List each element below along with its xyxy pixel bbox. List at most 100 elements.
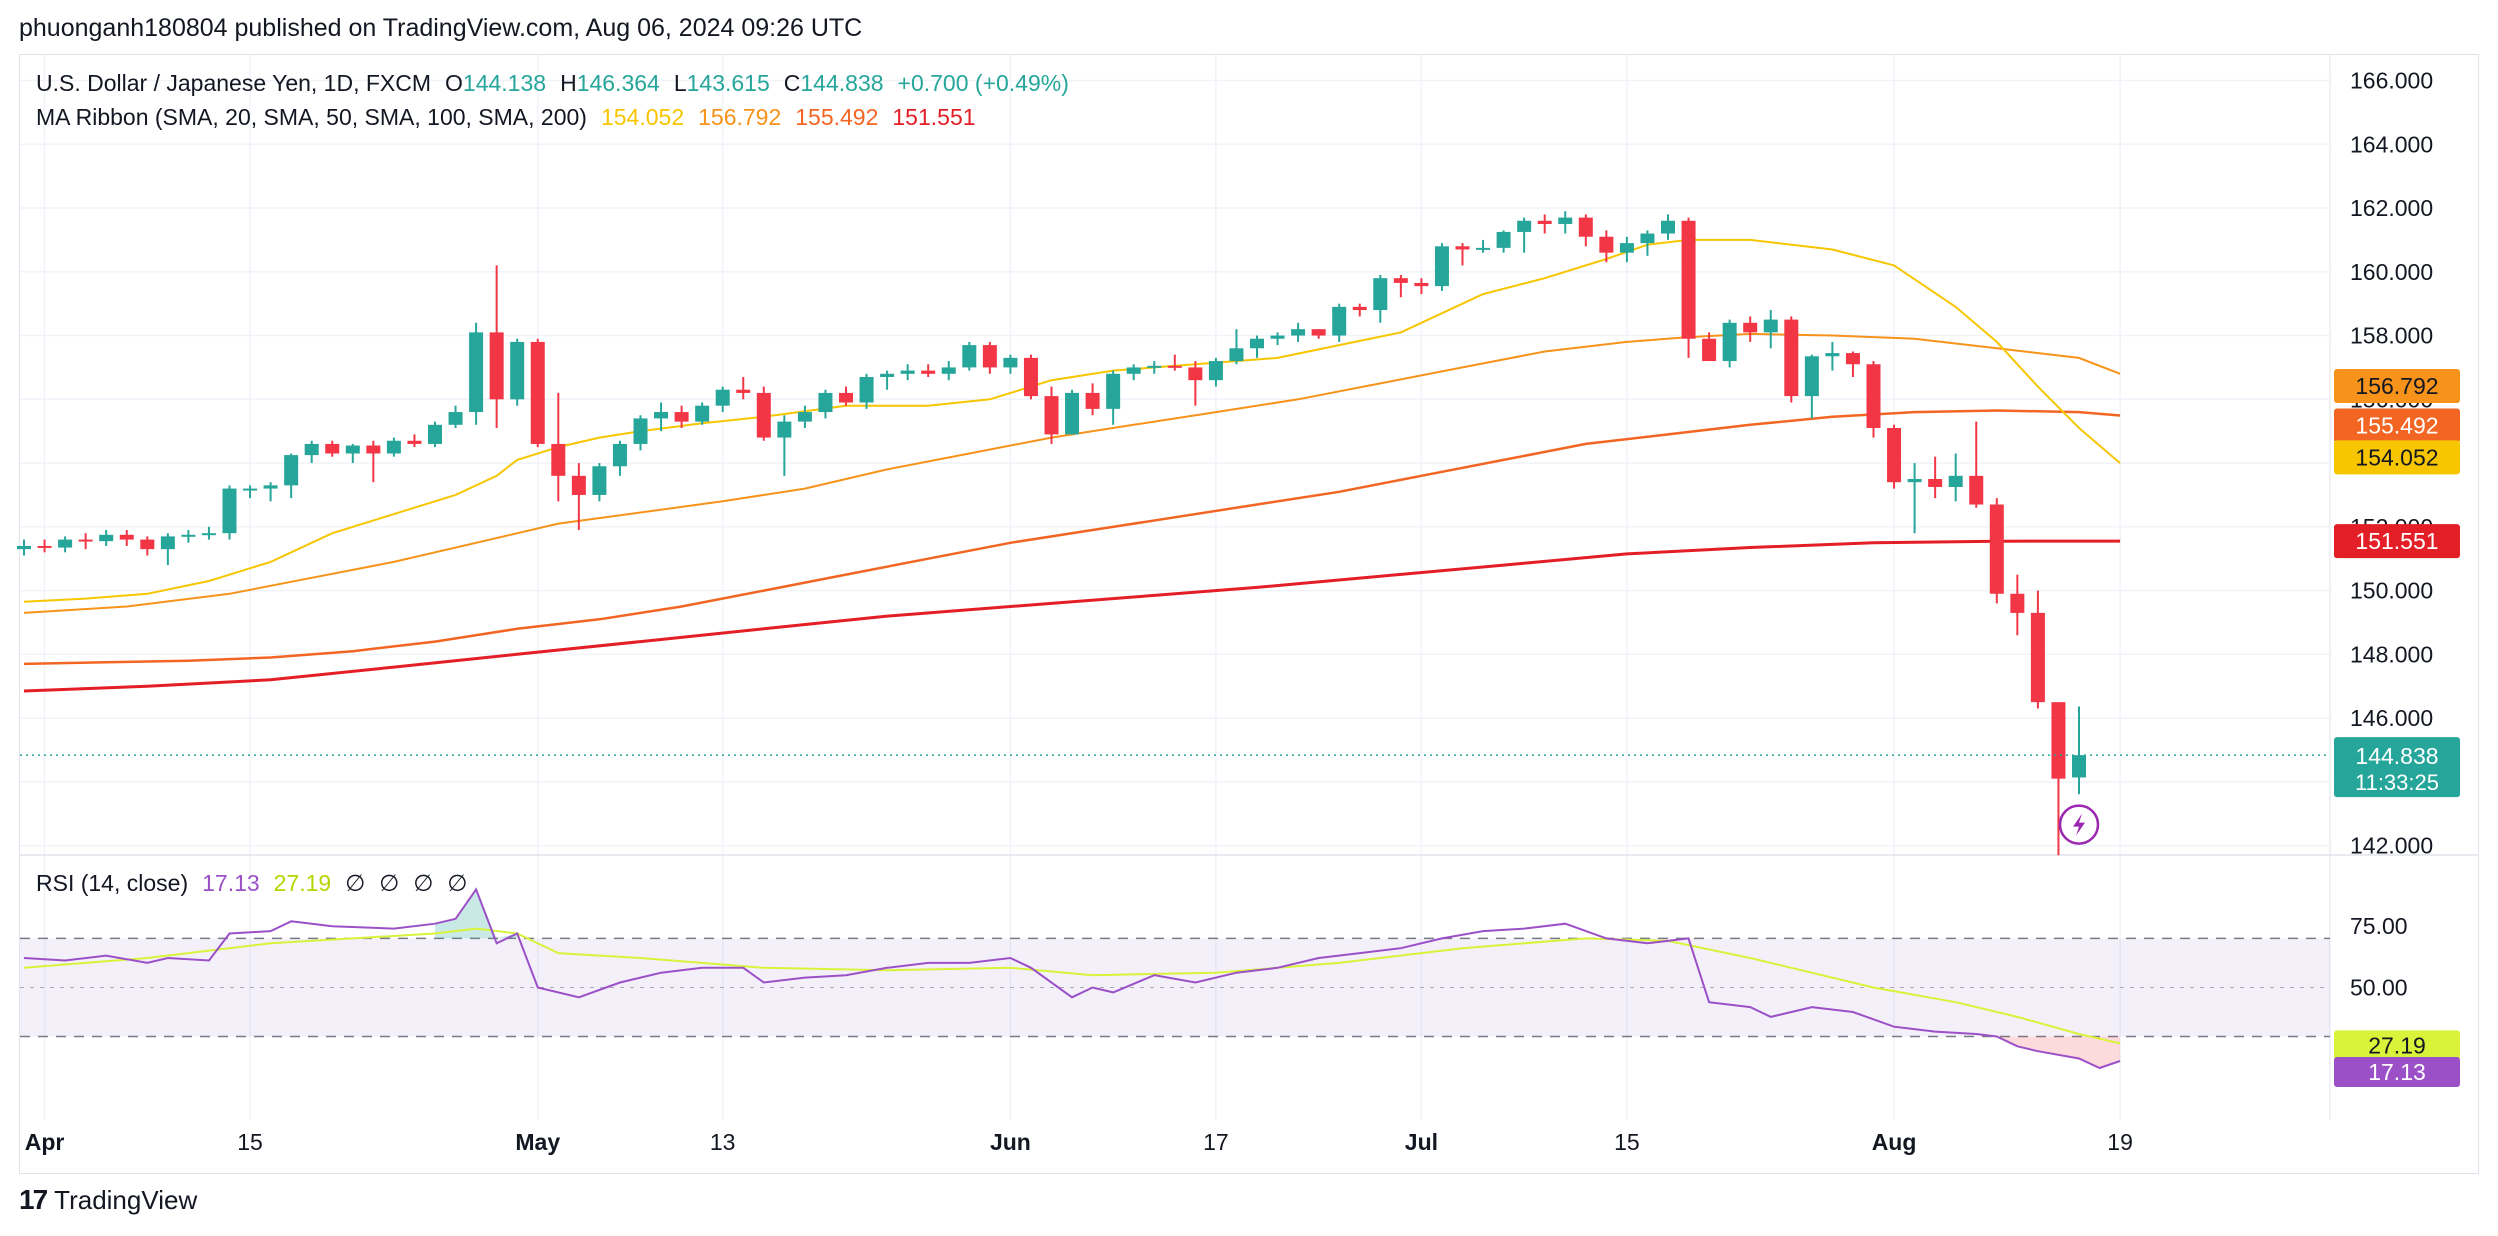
candle-body [1619,243,1634,253]
rsi-oversold-fill [1996,1036,2121,1068]
candle-body [756,392,771,438]
candle-body [839,392,853,403]
candle-body [284,455,299,486]
candle-body [1989,504,2004,594]
candle-body [592,466,607,495]
candle-body [2010,593,2025,613]
candle-body [407,440,422,444]
candle-body [99,534,114,542]
candle-body [243,488,258,491]
tradingview-logo-icon: 17 [19,1184,48,1215]
candle-body [1599,236,1614,253]
candle-body [1208,361,1223,381]
candle-body [1352,306,1367,311]
rsi-overbought-fill [435,889,518,939]
current-price-tag [2334,737,2460,798]
candle-body [1126,367,1141,374]
candle-body [1969,475,1984,505]
sma50-value: 156.792 [698,104,782,130]
candle-body [654,412,669,419]
price-tick-label: 158.000 [2350,323,2433,349]
candle-body [1414,282,1429,287]
rsi-value: 17.13 [202,870,260,896]
sma20-line [23,238,2121,603]
candle-body [1455,246,1470,250]
candle-body [571,475,586,495]
candle-body [1702,338,1717,362]
sma20-tag-label: 154.052 [2355,444,2438,470]
candle-body [797,412,812,422]
candle-body [1887,427,1902,483]
candle-body [58,539,73,548]
sma100-tag-label: 155.492 [2355,412,2438,438]
candle-body [1681,220,1696,339]
candle-body [2072,755,2086,778]
candle-body [325,443,340,454]
countdown-label: 11:33:25 [2355,770,2439,795]
rsi-ma-tag [2334,1030,2460,1061]
sma50-tag [2334,369,2460,404]
candle-body [366,445,381,454]
candle-body [1578,217,1593,237]
price-tick-label: 162.000 [2350,195,2433,221]
candle-body [1291,329,1306,336]
candle-body [140,539,155,550]
rsi-title: RSI (14, close) [36,870,189,896]
time-tick-label: 17 [1203,1129,1229,1155]
price-tick-label: 166.000 [2350,68,2433,94]
candle-body [1476,247,1491,250]
time-tick-label: Jun [990,1129,1031,1155]
candle-body [1743,322,1758,333]
high-label: H [560,70,577,96]
close-value: 144.838 [800,70,884,96]
rsi-tick-label: 75.00 [2350,913,2408,939]
ma-ribbon [23,238,2121,693]
candle-body [674,412,689,422]
candle-body [900,370,915,374]
candle-body [1085,392,1100,409]
candle-body [1167,365,1182,368]
open-value: 144.138 [462,70,547,96]
sma200-tag-label: 151.551 [2355,528,2438,554]
candle-body [78,539,93,542]
rsi-band-fill [20,938,2330,1037]
candle-body [1661,220,1675,234]
candle-body [1804,356,1819,397]
candle-body [1948,475,1963,487]
candle-body [818,392,833,413]
rsi-band [20,937,2330,1038]
grid [20,55,2478,1120]
candle-body [1558,217,1573,224]
candle-body [612,443,627,467]
candle-body [551,443,566,476]
candle-body [386,440,401,454]
null-marker: ∅ [345,870,366,896]
rsi-tick-label: 50.00 [2350,974,2408,1000]
candle-body [1517,220,1532,232]
candle-body [1907,479,1922,483]
candle-body [695,405,710,422]
candle-body [17,545,31,550]
candle-body [1722,322,1737,362]
tradingview-logo[interactable]: 17 TradingView [19,1184,197,1216]
candle-body [1784,319,1799,397]
sma100-value: 155.492 [795,104,879,130]
candle-body [941,367,956,374]
candle-body [1496,231,1511,248]
candle-body [880,373,895,377]
time-tick-label: May [515,1129,560,1155]
null-marker: ∅ [447,870,468,896]
candle-body [469,332,484,413]
candle-body [428,424,442,444]
time-tick-label: Apr [25,1129,65,1155]
candle-body [448,412,463,425]
candle-body [1065,392,1080,435]
candle-body [2051,702,2066,779]
sma100-line [23,409,2121,666]
candle-body [1845,353,1860,365]
symbol-title: U.S. Dollar / Japanese Yen, 1D, FXCM [36,70,432,96]
lightning-bolt-glyph [2073,813,2085,836]
candle-body [530,341,545,444]
time-tick-label: 15 [1614,1129,1640,1155]
